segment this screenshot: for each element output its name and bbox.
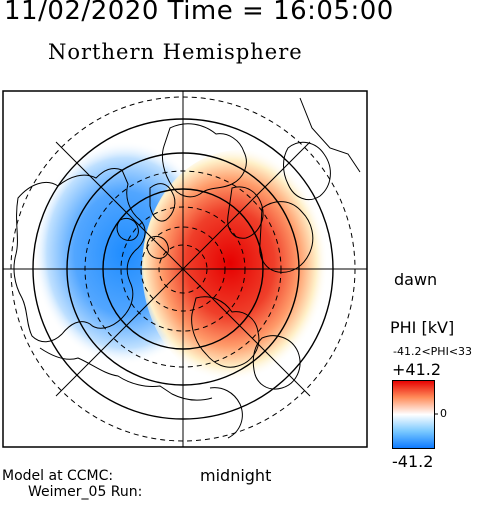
midnight-label: midnight bbox=[200, 466, 272, 485]
colorbar-mid-label: 0 bbox=[440, 407, 447, 420]
coastlines bbox=[13, 97, 361, 439]
polar-map bbox=[2, 90, 368, 448]
positive-potential-cell bbox=[142, 150, 338, 386]
colorbar-range: -41.2<PHI<33 bbox=[393, 345, 473, 358]
longitude-lines bbox=[3, 91, 367, 447]
colorbar-max-label: +41.2 bbox=[392, 360, 442, 379]
run-label: Weimer_05 Run: bbox=[28, 484, 143, 500]
page-title: 11/02/2020 Time = 16:05:00 bbox=[4, 0, 394, 26]
model-label: Model at CCMC: bbox=[2, 468, 114, 484]
colorbar-quantity: PHI [kV] bbox=[390, 318, 455, 337]
hemisphere-title: Northern Hemisphere bbox=[48, 40, 303, 64]
dawn-label: dawn bbox=[394, 270, 438, 289]
colorbar bbox=[392, 380, 438, 449]
colorbar-min-label: -41.2 bbox=[392, 452, 434, 471]
